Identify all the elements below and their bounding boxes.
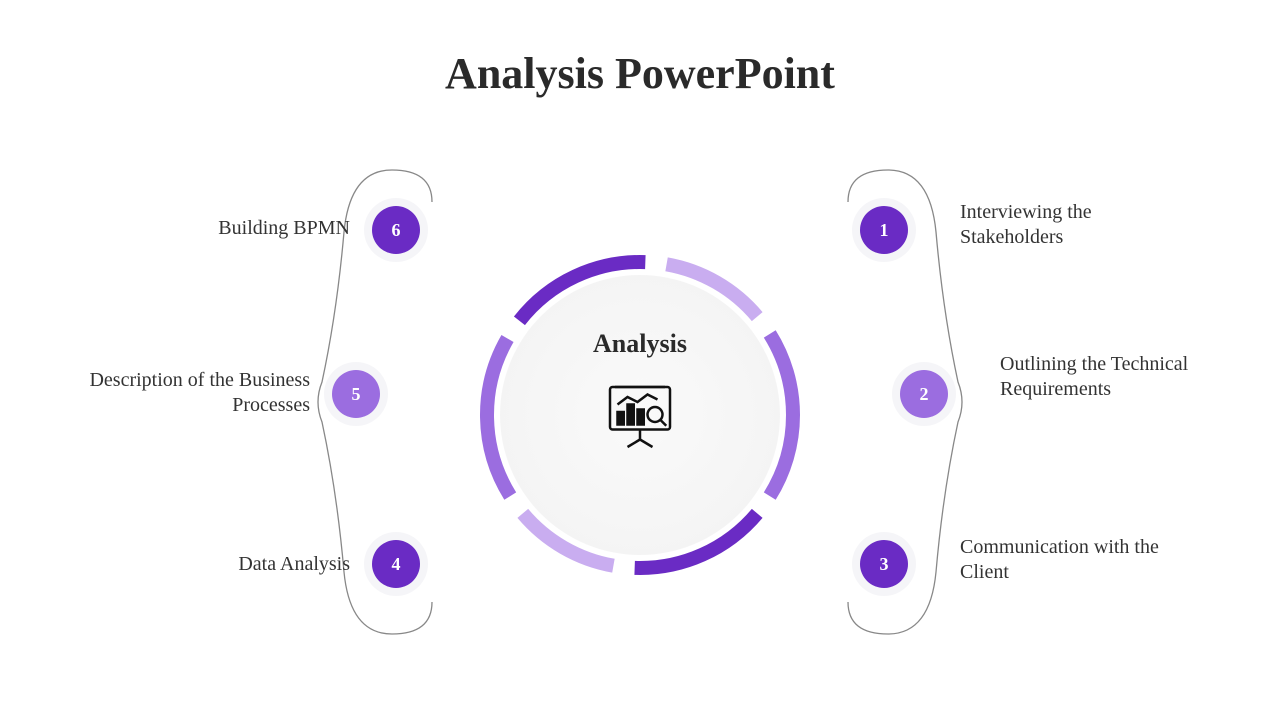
step-node-3: 3 [860,540,908,588]
step-node-5: 5 [332,370,380,418]
step-label-4: Data Analysis [110,552,350,577]
center-label: Analysis [593,329,687,359]
step-node-1: 1 [860,206,908,254]
step-node-6: 6 [372,206,420,254]
step-node-2: 2 [900,370,948,418]
slide-title: Analysis PowerPoint [445,48,835,99]
step-label-1: Interviewing the Stakeholders [960,200,1180,250]
center-circle: Analysis [500,275,780,555]
step-node-4: 4 [372,540,420,588]
step-label-3: Communication with the Client [960,535,1180,585]
step-label-2: Outlining the Technical Requirements [1000,352,1220,402]
presentation-chart-icon [600,377,680,462]
step-label-5: Description of the Business Processes [70,368,310,418]
step-label-6: Building BPMN [110,216,350,241]
